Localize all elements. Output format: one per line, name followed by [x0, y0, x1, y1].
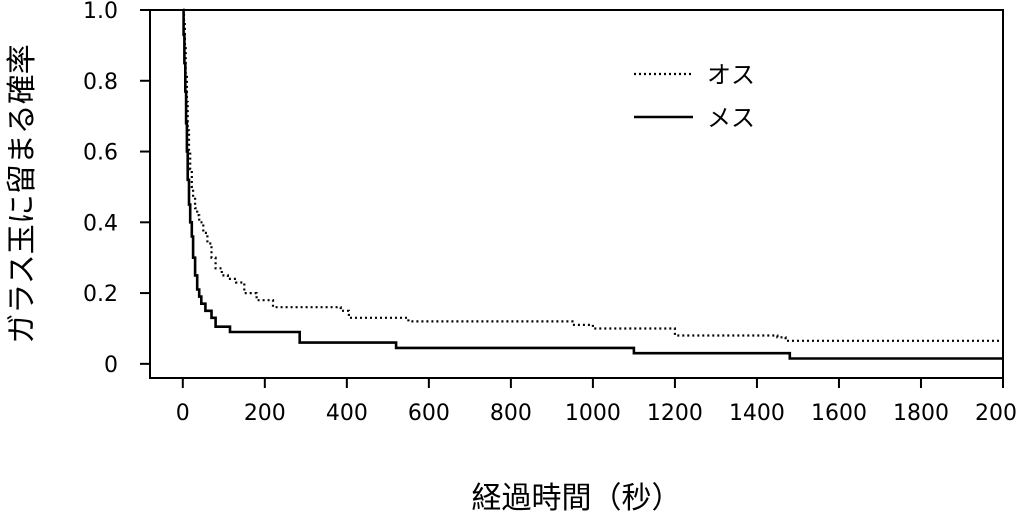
- x-tick-label: 1200: [647, 401, 703, 426]
- series-line-male: [182, 8, 1003, 342]
- series-layer: [182, 8, 1003, 360]
- x-tick-label: 1400: [729, 401, 785, 426]
- x-axis-title: 経過時間（秒）: [472, 481, 682, 516]
- plot-frame: [149, 9, 1004, 379]
- legend-label: メス: [707, 104, 755, 132]
- x-tick-label: 0: [176, 401, 190, 426]
- x-tick-label: 200: [244, 401, 286, 426]
- y-tick-label: 0.8: [83, 70, 118, 95]
- plot-area: [149, 8, 1004, 379]
- legend-label: オス: [707, 61, 755, 89]
- series-line-female: [182, 8, 1003, 360]
- y-tick-label: 0.2: [83, 282, 118, 307]
- x-tick-label: 600: [408, 401, 450, 426]
- y-tick-label: 0.4: [83, 211, 118, 236]
- y-tick-label: 0.6: [83, 141, 118, 166]
- y-tick-label: 1.0: [83, 0, 118, 24]
- x-tick-label: 1000: [565, 401, 621, 426]
- x-tick-label: 1600: [811, 401, 867, 426]
- x-tick-label: 800: [490, 401, 532, 426]
- x-tick-label: 1800: [893, 401, 949, 426]
- y-axis: 0 0.2 0.4 0.6 0.8 1.0: [83, 0, 150, 378]
- y-tick-label: 0: [104, 353, 118, 378]
- y-axis-title: ガラス玉に留まる確率: [5, 44, 40, 343]
- x-tick-label: 400: [326, 401, 368, 426]
